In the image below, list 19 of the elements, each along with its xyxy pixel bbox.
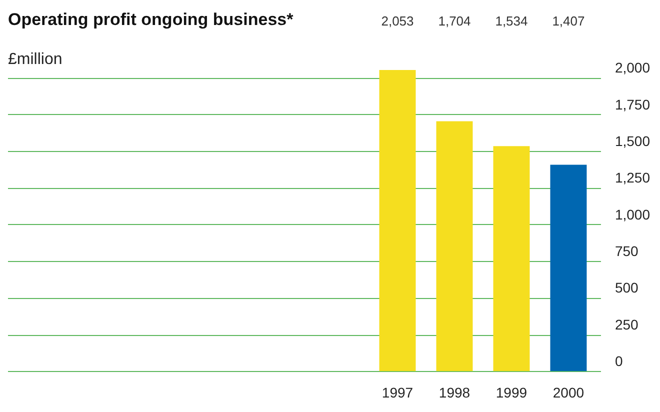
y-tick-label: 1,500 (614, 132, 650, 149)
y-tick-label: 500 (614, 280, 639, 296)
y-tick-label: 1,000 (614, 206, 650, 222)
y-tick-label: 250 (614, 316, 639, 332)
data-label: 1,407 (552, 14, 585, 29)
y-tick-label: 2,000 (614, 60, 650, 76)
x-tick-label: 2000 (552, 384, 584, 400)
y-tick-label: 1,750 (614, 96, 650, 112)
y-tick-label: 0 (614, 353, 623, 370)
text: Operating profit ongoing business* (8, 10, 294, 30)
x-tick-label: 1997 (382, 384, 414, 400)
text: £million (8, 51, 62, 69)
y-tick-label: 1,250 (614, 170, 650, 186)
data-label: 2,053 (381, 14, 414, 29)
y-tick-label: 750 (614, 243, 639, 260)
x-tick-label: 1998 (438, 384, 470, 400)
data-label: 1,534 (495, 14, 528, 29)
x-tick-label: 1999 (496, 384, 528, 400)
data-label: 1,704 (438, 14, 471, 29)
